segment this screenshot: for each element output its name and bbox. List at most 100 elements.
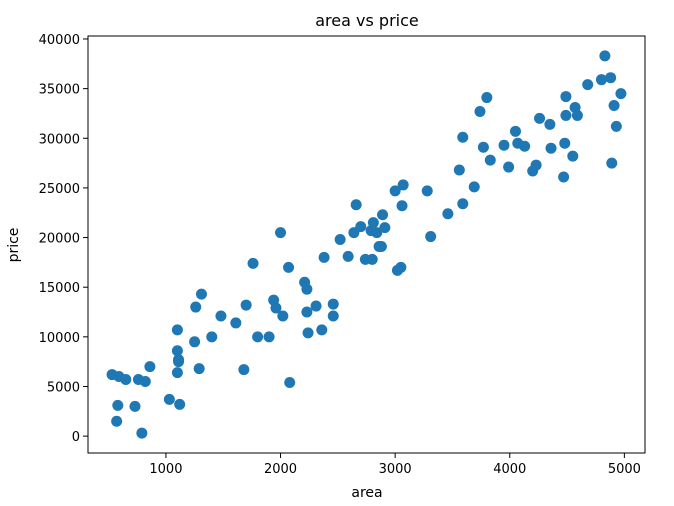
- data-point: [481, 92, 493, 104]
- data-point: [302, 327, 314, 339]
- data-point: [484, 154, 496, 166]
- data-point: [139, 376, 151, 388]
- data-point: [171, 367, 183, 379]
- data-point: [171, 345, 183, 357]
- data-point: [327, 310, 339, 322]
- data-point: [615, 88, 627, 100]
- data-point: [530, 159, 542, 171]
- data-point: [195, 288, 207, 300]
- data-point: [560, 109, 572, 121]
- x-tick-label: 5000: [608, 462, 641, 477]
- data-point: [284, 377, 296, 389]
- data-point: [190, 301, 202, 313]
- x-tick-label: 4000: [493, 462, 526, 477]
- data-point: [610, 120, 622, 132]
- data-point: [263, 331, 275, 343]
- data-points: [106, 50, 627, 439]
- data-point: [377, 209, 389, 221]
- data-point: [606, 157, 618, 169]
- data-point: [558, 171, 570, 183]
- data-point: [453, 164, 465, 176]
- data-point: [240, 299, 252, 311]
- data-point: [457, 131, 469, 143]
- data-point: [277, 310, 289, 322]
- data-point: [559, 137, 571, 149]
- data-point: [252, 331, 264, 343]
- x-tick-label: 1000: [149, 462, 182, 477]
- data-point: [301, 306, 313, 318]
- data-point: [215, 310, 227, 322]
- data-point: [379, 222, 391, 234]
- data-point: [230, 317, 242, 329]
- data-point: [567, 150, 579, 162]
- data-point: [129, 400, 141, 412]
- data-point: [318, 251, 330, 263]
- data-point: [599, 50, 611, 62]
- data-point: [171, 324, 183, 336]
- data-point: [425, 231, 437, 243]
- data-point: [389, 185, 401, 197]
- y-tick-label: 10000: [39, 331, 80, 346]
- y-tick-label: 25000: [39, 182, 80, 197]
- x-tick-label: 2000: [264, 462, 297, 477]
- data-point: [519, 140, 531, 152]
- data-point: [395, 261, 407, 273]
- data-point: [327, 298, 339, 310]
- data-point: [301, 283, 313, 295]
- data-point: [270, 302, 282, 314]
- data-point: [544, 118, 556, 130]
- x-axis-label: area: [351, 485, 382, 501]
- data-point: [206, 331, 218, 343]
- data-point: [163, 393, 175, 405]
- data-point: [468, 181, 480, 193]
- data-point: [498, 139, 510, 151]
- data-point: [342, 250, 354, 262]
- chart-title: area vs price: [315, 11, 418, 30]
- data-point: [608, 100, 620, 111]
- data-point: [136, 427, 148, 439]
- data-point: [111, 415, 123, 427]
- data-point: [595, 74, 607, 86]
- y-tick-label: 0: [72, 430, 80, 445]
- plot-frame: [87, 35, 646, 454]
- data-point: [173, 356, 185, 368]
- data-point: [120, 374, 132, 386]
- y-tick-label: 20000: [39, 232, 80, 247]
- y-tick-label: 15000: [39, 281, 80, 296]
- data-point: [571, 109, 583, 121]
- data-point: [442, 208, 454, 220]
- data-point: [503, 161, 515, 173]
- data-point: [367, 217, 379, 229]
- data-point: [397, 179, 409, 191]
- data-point: [477, 141, 489, 153]
- data-point: [275, 227, 287, 239]
- data-point: [283, 261, 295, 273]
- data-point: [371, 227, 383, 239]
- x-tick-label: 3000: [379, 462, 412, 477]
- y-tick-label: 5000: [47, 380, 80, 395]
- data-point: [310, 300, 322, 312]
- data-point: [189, 336, 201, 348]
- data-point: [174, 398, 186, 410]
- data-point: [582, 79, 594, 91]
- y-axis-label: price: [6, 228, 22, 263]
- data-point: [112, 399, 124, 411]
- data-point: [545, 142, 557, 154]
- x-axis: 1000 2000 3000 4000 5000: [149, 453, 641, 477]
- data-point: [375, 240, 387, 252]
- data-point: [238, 364, 250, 376]
- data-point: [421, 185, 433, 197]
- y-tick-label: 30000: [39, 132, 80, 147]
- data-point: [193, 363, 205, 375]
- y-tick-label: 40000: [39, 33, 80, 48]
- data-point: [396, 200, 408, 212]
- data-point: [350, 199, 362, 211]
- data-point: [534, 112, 546, 124]
- y-axis: 0 5000 10000 15000 20000 25000 30000 35000 40000: [39, 33, 88, 445]
- data-point: [355, 221, 367, 233]
- data-point: [457, 198, 469, 210]
- data-point: [316, 324, 328, 336]
- data-point: [334, 234, 346, 246]
- data-point: [560, 91, 572, 103]
